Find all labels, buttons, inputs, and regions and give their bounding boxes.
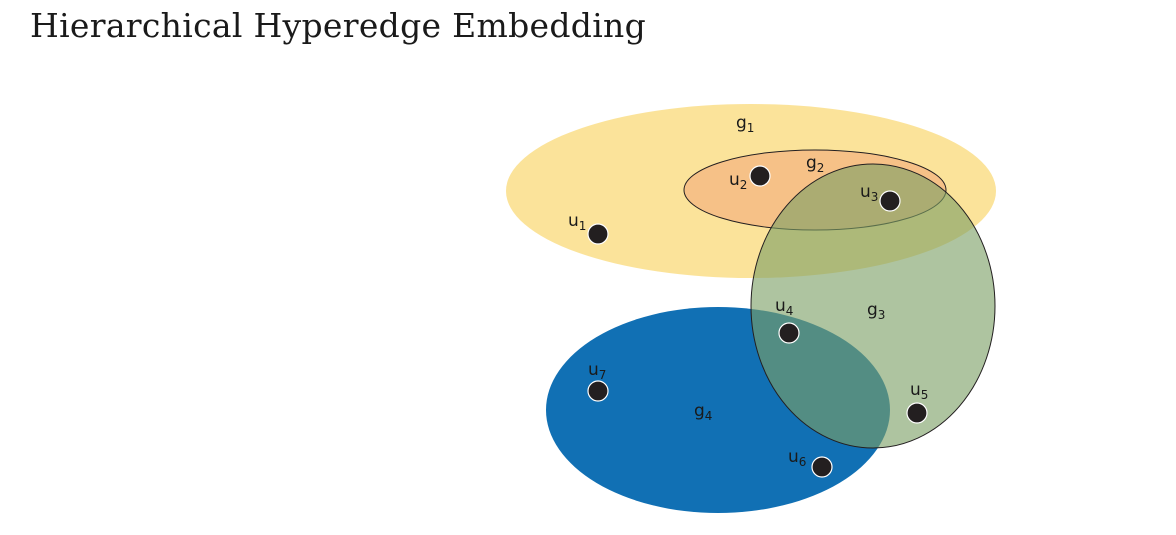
node-u7: [587, 380, 609, 402]
node-u3: [879, 190, 901, 212]
hyperedge-g3: [750, 163, 996, 449]
node-u1: [587, 223, 609, 245]
page-title: Hierarchical Hyperedge Embedding: [30, 6, 647, 45]
label-u6: u6: [788, 447, 806, 469]
label-g3: g3: [867, 300, 885, 322]
label-u2: u2: [729, 170, 747, 192]
label-u3: u3: [860, 182, 878, 204]
label-g2: g2: [806, 153, 824, 175]
label-u4: u4: [775, 296, 793, 318]
node-u4: [778, 322, 800, 344]
node-u6: [811, 456, 833, 478]
node-u5: [906, 402, 928, 424]
label-u1: u1: [568, 211, 586, 233]
label-g4: g4: [694, 401, 712, 423]
label-u5: u5: [910, 380, 928, 402]
node-u2: [749, 165, 771, 187]
label-u7: u7: [588, 360, 606, 382]
label-g1: g1: [736, 113, 754, 135]
